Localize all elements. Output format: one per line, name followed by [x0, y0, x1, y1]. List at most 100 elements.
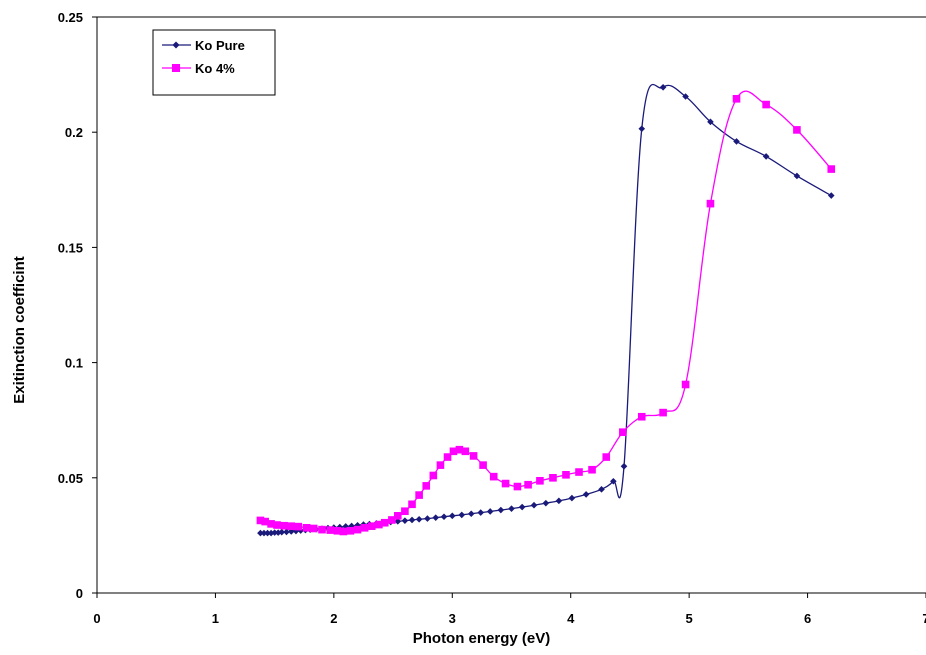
data-point: [568, 494, 576, 502]
y-tick-label: 0: [76, 586, 83, 601]
data-point: [264, 529, 271, 537]
data-point: [375, 520, 383, 529]
data-point: [542, 499, 550, 507]
data-point: [489, 472, 498, 481]
x-tick-label: 4: [567, 611, 575, 626]
data-point: [380, 518, 389, 527]
data-point: [360, 523, 369, 532]
data-point: [278, 528, 286, 536]
data-point: [283, 528, 290, 536]
series-layer: [256, 83, 836, 537]
data-point: [461, 447, 470, 456]
data-point: [309, 524, 318, 533]
data-point: [429, 471, 438, 480]
data-point: [415, 491, 423, 499]
data-point: [394, 512, 402, 520]
data-point: [455, 445, 464, 454]
y-axis-ticks: 0 0.05 0.1 0.15 0.2 0.25: [58, 10, 97, 601]
data-point: [638, 125, 646, 133]
data-point: [394, 518, 402, 525]
data-point: [602, 453, 611, 461]
legend-marker: [172, 64, 180, 72]
data-point: [562, 471, 570, 479]
x-tick-label: 3: [449, 611, 456, 626]
data-point: [401, 517, 409, 524]
data-point: [827, 165, 836, 173]
y-tick-label: 0.05: [58, 471, 83, 486]
data-point: [588, 465, 596, 474]
data-point: [449, 447, 458, 456]
data-point: [793, 172, 801, 180]
series-ko-4: [256, 90, 836, 536]
data-point: [257, 529, 264, 537]
data-point: [706, 199, 715, 208]
data-point: [598, 486, 605, 493]
data-point: [294, 522, 303, 531]
data-point: [333, 526, 342, 535]
data-point: [549, 474, 557, 482]
data-point: [575, 468, 583, 476]
data-point: [762, 100, 770, 109]
y-tick-label: 0.2: [65, 125, 83, 140]
data-point: [582, 491, 590, 498]
data-point: [436, 461, 445, 469]
x-tick-label: 1: [212, 611, 219, 626]
data-point: [388, 516, 396, 524]
data-point: [536, 476, 544, 485]
data-point: [513, 482, 522, 491]
y-tick-label: 0.15: [58, 240, 83, 255]
data-point: [339, 527, 348, 536]
data-point: [682, 93, 689, 100]
data-point: [681, 380, 690, 389]
data-point: [448, 512, 456, 520]
data-point: [424, 515, 431, 522]
data-point: [408, 516, 416, 524]
x-axis-title: Photon energy (eV): [413, 630, 551, 647]
data-point: [518, 503, 526, 511]
y-axis-title: Exitinction coefficint: [11, 256, 28, 404]
data-point: [659, 408, 667, 417]
x-axis-ticks: 0 1 2 3 4 5 6 7: [93, 593, 926, 626]
data-point: [353, 525, 362, 534]
data-point: [530, 501, 538, 509]
data-point: [508, 505, 515, 512]
data-point: [260, 529, 268, 537]
x-tick-label: 5: [686, 611, 693, 626]
legend-marker: [172, 41, 180, 49]
data-point: [486, 508, 494, 515]
data-point: [348, 522, 355, 530]
data-point: [555, 497, 563, 505]
data-point: [256, 516, 265, 525]
data-point: [620, 462, 628, 470]
series-line-ko-4: [260, 90, 832, 533]
data-point: [458, 511, 466, 519]
data-point: [326, 526, 335, 534]
data-point: [497, 506, 505, 514]
plot-area: [96, 16, 926, 594]
data-point: [637, 412, 646, 421]
x-tick-label: 7: [922, 611, 926, 626]
y-tick-label: 0.1: [65, 356, 83, 371]
legend-label: Ko 4%: [195, 61, 235, 76]
data-point: [408, 500, 416, 509]
legend-box: [152, 29, 276, 96]
data-point: [479, 461, 487, 469]
data-point: [440, 513, 448, 521]
data-point: [707, 118, 714, 126]
data-point: [762, 153, 770, 160]
data-point: [367, 522, 376, 530]
x-tick-label: 6: [804, 611, 811, 626]
data-point: [610, 477, 617, 485]
data-point: [287, 522, 296, 530]
data-point: [443, 453, 452, 461]
data-point: [346, 526, 355, 535]
legend-item-ko-pure: Ko Pure: [162, 38, 245, 53]
data-point: [524, 480, 532, 489]
data-point: [432, 514, 440, 521]
data-point: [732, 94, 741, 103]
data-point: [501, 479, 510, 488]
series-ko-pure: [257, 83, 835, 537]
data-point: [401, 507, 409, 516]
data-point: [415, 515, 423, 523]
